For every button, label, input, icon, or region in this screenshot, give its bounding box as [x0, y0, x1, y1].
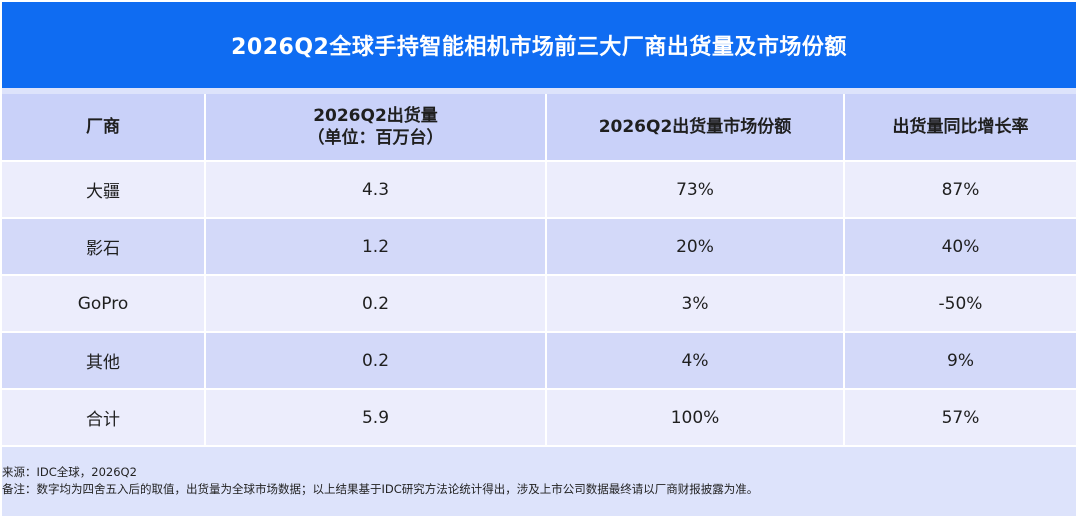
source-note: 来源：IDC全球，2026Q2 [2, 465, 137, 479]
cell-yoy-growth: 9% [844, 332, 1076, 390]
cell-shipments: 5.9 [205, 389, 547, 447]
header-vendor-label: 厂商 [86, 117, 120, 137]
cell-shipments: 0.2 [205, 332, 547, 390]
cell-vendor: 其他 [2, 332, 206, 390]
cell-yoy-growth: 40% [844, 218, 1076, 276]
table-row: 其他 0.2 4% 9% [2, 332, 1076, 390]
header-market-share: 2026Q2出货量市场份额 [546, 94, 845, 162]
header-shipments-unit: （单位：百万台） [307, 128, 444, 148]
header-yoy-growth: 出货量同比增长率 [844, 94, 1076, 162]
cell-shipments: 0.2 [205, 275, 547, 333]
cell-market-share: 4% [546, 332, 845, 390]
cell-vendor: 大疆 [2, 161, 206, 219]
table-row: 大疆 4.3 73% 87% [2, 161, 1076, 219]
remark-note: 备注：数字均为四舍五入后的取值，出货量为全球市场数据；以上结果基于IDC研究方法… [2, 482, 759, 496]
cell-yoy-growth: 87% [844, 161, 1076, 219]
header-yoy-growth-label: 出货量同比增长率 [892, 117, 1029, 137]
header-vendor: 厂商 [2, 94, 206, 162]
cell-vendor: GoPro [2, 275, 206, 333]
cell-market-share: 73% [546, 161, 845, 219]
cell-vendor: 合计 [2, 389, 206, 447]
shipment-table: 厂商 2026Q2出货量 （单位：百万台） 2026Q2出货量市场份额 出货量同… [2, 94, 1076, 447]
cell-yoy-growth: -50% [844, 275, 1076, 333]
cell-yoy-growth: 57% [844, 389, 1076, 447]
cell-market-share: 100% [546, 389, 845, 447]
cell-market-share: 3% [546, 275, 845, 333]
table-header-row: 厂商 2026Q2出货量 （单位：百万台） 2026Q2出货量市场份额 出货量同… [2, 94, 1076, 162]
table-notes: 来源：IDC全球，2026Q2 备注：数字均为四舍五入后的取值，出货量为全球市场… [2, 464, 1076, 498]
header-market-share-label: 2026Q2出货量市场份额 [598, 117, 792, 137]
cell-vendor: 影石 [2, 218, 206, 276]
table-row: GoPro 0.2 3% -50% [2, 275, 1076, 333]
table-title: 2026Q2全球手持智能相机市场前三大厂商出货量及市场份额 [2, 2, 1076, 88]
table-row: 影石 1.2 20% 40% [2, 218, 1076, 276]
header-shipments-label: 2026Q2出货量 [313, 106, 438, 126]
header-shipments: 2026Q2出货量 （单位：百万台） [205, 94, 547, 162]
cell-shipments: 1.2 [205, 218, 547, 276]
cell-market-share: 20% [546, 218, 845, 276]
table-row-total: 合计 5.9 100% 57% [2, 389, 1076, 447]
cell-shipments: 4.3 [205, 161, 547, 219]
